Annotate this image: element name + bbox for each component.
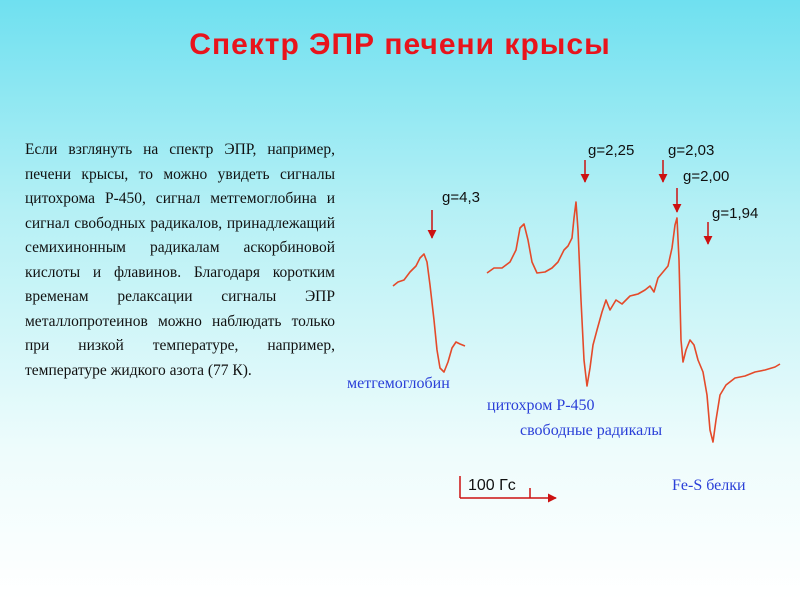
g-label: g=2,25	[588, 142, 634, 159]
g-label: g=4,3	[442, 189, 480, 206]
spectrum-curve	[486, 201, 781, 443]
signal-label: цитохром Р-450	[487, 397, 595, 414]
slide-title: Спектр ЭПР печени крысы	[189, 28, 611, 61]
g-label: g=2,03	[668, 142, 714, 159]
g-label: g=2,00	[683, 168, 729, 185]
signal-label: Fe-S белки	[672, 477, 746, 494]
spectrum-curve	[392, 253, 466, 373]
signal-label: свободные радикалы	[520, 422, 662, 439]
signal-label: метгемоглобин	[347, 375, 450, 392]
body-text: Если взглянуть на спектр ЭПР, например, …	[25, 141, 335, 379]
scale-label: 100 Гс	[468, 477, 516, 494]
g-label: g=1,94	[712, 205, 758, 222]
scale-bar	[459, 476, 557, 503]
